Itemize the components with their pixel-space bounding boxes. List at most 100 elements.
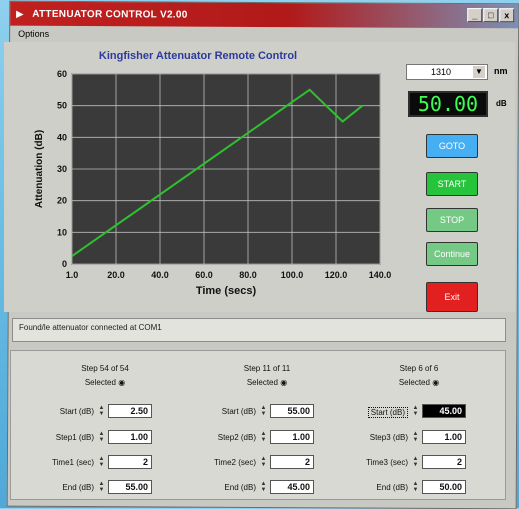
step-counter: Step 54 of 54	[81, 364, 129, 373]
selected-label: Selected	[84, 378, 116, 387]
end-field[interactable]: 50.00	[422, 480, 466, 494]
y-tick-label: 30	[57, 164, 67, 174]
attenuation-series-line	[71, 88, 364, 257]
step-field[interactable]: 1.00	[270, 430, 314, 444]
x-tick-label: 40.0	[151, 270, 169, 280]
radio-icon[interactable]: ◉	[118, 378, 126, 387]
chevron-down-icon[interactable]: ▼	[473, 66, 485, 78]
wavelength-value: 1310	[431, 67, 452, 77]
spinner-icon[interactable]: ▲ ▼	[412, 481, 419, 493]
start-row: Start (dB) ▲ ▼ 55.00	[192, 402, 342, 420]
end-row: End (dB) ▲ ▼ 45.00	[192, 478, 342, 496]
status-bar: Found/le attenuator connected at COM1	[12, 318, 506, 342]
chart-title: Kingfisher Attenuator Remote Control	[98, 50, 298, 62]
time-label: Time1 (sec)	[52, 458, 94, 467]
step-column-2: Step 11 of 11 Selected ◉ Start (dB) ▲ ▼ 5…	[192, 352, 342, 500]
end-row: End (dB) ▲ ▼ 55.00	[30, 478, 180, 496]
attenuation-readout: 50.00	[408, 91, 488, 117]
x-tick-label: 1.0	[66, 270, 79, 280]
selected-label: Selected	[246, 378, 278, 387]
x-axis-label: Time (secs)	[196, 285, 257, 297]
step-field[interactable]: 1.00	[422, 430, 466, 444]
end-field[interactable]: 45.00	[270, 480, 314, 494]
selected-radio[interactable]: Selected ◉	[192, 378, 342, 387]
start-button[interactable]: START	[426, 172, 478, 196]
selected-label: Selected	[398, 378, 430, 387]
start-row: Start (dB) ▲ ▼ 2.50	[30, 402, 180, 420]
step-field[interactable]: 1.00	[108, 430, 152, 444]
time-row: Time3 (sec) ▲ ▼ 2	[344, 453, 494, 471]
window-title: ATTENUATOR CONTROL V2.00	[32, 8, 188, 21]
spinner-icon[interactable]: ▲ ▼	[260, 481, 267, 493]
spinner-icon[interactable]: ▲ ▼	[412, 456, 419, 468]
y-tick-label: 10	[57, 227, 67, 237]
x-tick-label: 120.0	[325, 270, 348, 280]
time-label: Time3 (sec)	[366, 458, 408, 467]
spinner-icon[interactable]: ▲ ▼	[260, 456, 267, 468]
radio-icon[interactable]: ◉	[432, 378, 440, 387]
y-tick-label: 50	[57, 101, 67, 111]
close-button[interactable]: x	[499, 8, 515, 23]
time-row: Time1 (sec) ▲ ▼ 2	[30, 453, 180, 471]
spinner-icon[interactable]: ▲ ▼	[98, 405, 105, 417]
selected-radio[interactable]: Selected ◉	[344, 378, 494, 387]
start-label: Start (dB)	[221, 407, 256, 416]
wavelength-unit: nm	[494, 66, 508, 76]
start-label: Start (dB)	[367, 407, 408, 418]
y-tick-label: 40	[57, 132, 67, 142]
spinner-icon[interactable]: ▲ ▼	[260, 431, 267, 443]
spinner-icon[interactable]: ▲ ▼	[98, 481, 105, 493]
app-icon: ▶	[16, 8, 24, 19]
step-settings-panel	[10, 350, 506, 500]
start-field[interactable]: 45.00	[422, 404, 466, 418]
spinner-icon[interactable]: ▲ ▼	[98, 456, 105, 468]
step-column-1: Step 54 of 54 Selected ◉ Start (dB) ▲ ▼ 2…	[30, 352, 180, 500]
time-row: Time2 (sec) ▲ ▼ 2	[192, 453, 342, 471]
stop-button[interactable]: STOP	[426, 208, 478, 232]
y-axis-label: Attenuation (dB)	[34, 130, 45, 208]
step-counter: Step 11 of 11	[243, 364, 291, 373]
step-label: Step2 (dB)	[217, 433, 256, 442]
step-label: Step3 (dB)	[369, 433, 408, 442]
minimize-button[interactable]: _	[467, 8, 483, 23]
end-label: End (dB)	[224, 483, 256, 492]
x-tick-label: 100.0	[281, 270, 304, 280]
spinner-icon[interactable]: ▲ ▼	[412, 405, 419, 417]
wavelength-select[interactable]: 1310 ▼	[406, 64, 488, 80]
time-field[interactable]: 2	[270, 455, 314, 469]
start-field[interactable]: 2.50	[108, 404, 152, 418]
spinner-icon[interactable]: ▲ ▼	[98, 431, 105, 443]
start-label: Start (dB)	[59, 407, 94, 416]
selected-radio[interactable]: Selected ◉	[30, 378, 180, 387]
x-tick-label: 80.0	[239, 270, 257, 280]
start-field[interactable]: 55.00	[270, 404, 314, 418]
step-label: Step1 (dB)	[55, 433, 94, 442]
step-column-3: Step 6 of 6 Selected ◉ Start (dB) ▲ ▼ 45.…	[344, 352, 494, 500]
end-row: End (dB) ▲ ▼ 50.00	[344, 478, 494, 496]
y-tick-label: 60	[57, 69, 67, 79]
step-row: Step3 (dB) ▲ ▼ 1.00	[344, 428, 494, 446]
end-label: End (dB)	[62, 483, 94, 492]
time-field[interactable]: 2	[422, 455, 466, 469]
goto-button[interactable]: GOTO	[426, 134, 478, 158]
menu-options[interactable]: Options	[18, 28, 50, 39]
y-tick-label: 0	[62, 259, 67, 269]
time-field[interactable]: 2	[108, 455, 152, 469]
y-tick-label: 20	[57, 196, 67, 206]
step-row: Step2 (dB) ▲ ▼ 1.00	[192, 428, 342, 446]
continue-button[interactable]: Continue	[426, 242, 478, 266]
maximize-button[interactable]: □	[483, 8, 499, 23]
title-bar[interactable]: ▶ ATTENUATOR CONTROL V2.00 _ □ x	[10, 1, 519, 29]
radio-icon[interactable]: ◉	[280, 378, 288, 387]
step-counter: Step 6 of 6	[399, 364, 439, 373]
x-tick-label: 60.0	[195, 270, 213, 280]
step-row: Step1 (dB) ▲ ▼ 1.00	[30, 428, 180, 446]
x-tick-label: 140.0	[369, 270, 392, 280]
end-label: End (dB)	[376, 483, 408, 492]
start-row: Start (dB) ▲ ▼ 45.00	[344, 402, 494, 420]
spinner-icon[interactable]: ▲ ▼	[412, 431, 419, 443]
x-tick-label: 20.0	[107, 270, 125, 280]
spinner-icon[interactable]: ▲ ▼	[260, 405, 267, 417]
end-field[interactable]: 55.00	[108, 480, 152, 494]
exit-button[interactable]: Exit	[426, 282, 478, 312]
